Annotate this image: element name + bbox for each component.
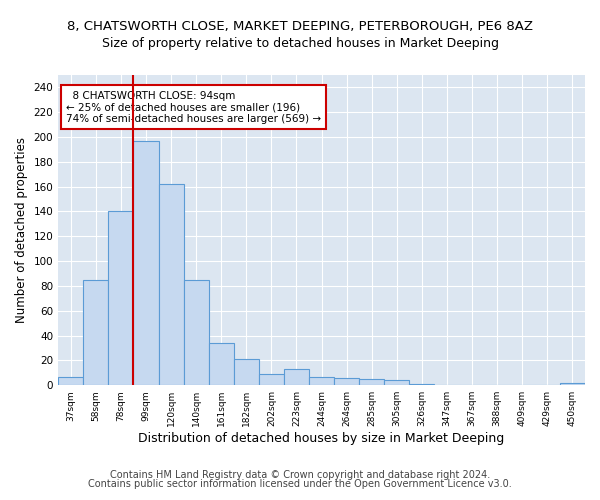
Bar [359, 379, 385, 385]
Bar [259, 374, 284, 385]
Bar [334, 378, 359, 385]
Bar [109, 212, 133, 385]
Y-axis label: Number of detached properties: Number of detached properties [15, 137, 28, 323]
Bar [409, 384, 434, 385]
Bar [560, 382, 585, 385]
Bar [184, 280, 209, 385]
Text: Size of property relative to detached houses in Market Deeping: Size of property relative to detached ho… [101, 38, 499, 51]
Bar [158, 184, 184, 385]
Bar [284, 369, 309, 385]
Bar [309, 376, 334, 385]
Bar [58, 376, 83, 385]
Bar [209, 343, 234, 385]
Bar [234, 359, 259, 385]
Text: Contains HM Land Registry data © Crown copyright and database right 2024.: Contains HM Land Registry data © Crown c… [110, 470, 490, 480]
Text: 8, CHATSWORTH CLOSE, MARKET DEEPING, PETERBOROUGH, PE6 8AZ: 8, CHATSWORTH CLOSE, MARKET DEEPING, PET… [67, 20, 533, 33]
Bar [385, 380, 409, 385]
Bar [133, 141, 158, 385]
Text: 8 CHATSWORTH CLOSE: 94sqm
← 25% of detached houses are smaller (196)
74% of semi: 8 CHATSWORTH CLOSE: 94sqm ← 25% of detac… [66, 90, 321, 124]
Text: Contains public sector information licensed under the Open Government Licence v3: Contains public sector information licen… [88, 479, 512, 489]
Bar [83, 280, 109, 385]
X-axis label: Distribution of detached houses by size in Market Deeping: Distribution of detached houses by size … [139, 432, 505, 445]
